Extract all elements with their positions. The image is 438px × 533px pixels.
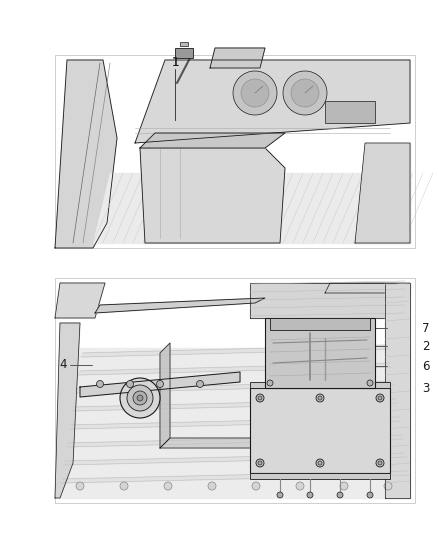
Circle shape xyxy=(283,71,327,115)
Circle shape xyxy=(252,482,260,490)
Bar xyxy=(250,382,390,388)
Text: 6: 6 xyxy=(422,359,430,373)
Polygon shape xyxy=(60,471,410,483)
Polygon shape xyxy=(160,438,300,448)
Bar xyxy=(55,55,415,248)
Circle shape xyxy=(156,381,163,387)
Circle shape xyxy=(318,396,322,400)
Text: 1: 1 xyxy=(171,56,179,69)
Circle shape xyxy=(277,492,283,498)
Polygon shape xyxy=(55,283,105,318)
Polygon shape xyxy=(355,143,410,243)
Circle shape xyxy=(267,380,273,386)
Polygon shape xyxy=(160,343,170,448)
Polygon shape xyxy=(69,417,401,429)
Bar xyxy=(265,318,375,388)
Circle shape xyxy=(316,394,324,402)
Circle shape xyxy=(258,396,262,400)
Circle shape xyxy=(127,381,134,387)
Circle shape xyxy=(241,79,269,107)
Text: 7: 7 xyxy=(422,321,430,335)
Circle shape xyxy=(256,459,264,467)
Bar xyxy=(55,278,415,503)
Circle shape xyxy=(76,482,84,490)
Polygon shape xyxy=(55,60,117,248)
Circle shape xyxy=(384,482,392,490)
Circle shape xyxy=(164,482,172,490)
Bar xyxy=(325,101,375,123)
Text: 4: 4 xyxy=(59,359,67,372)
Polygon shape xyxy=(250,283,405,318)
Text: 2: 2 xyxy=(422,340,430,352)
Circle shape xyxy=(120,378,160,418)
Circle shape xyxy=(133,391,147,405)
Polygon shape xyxy=(66,435,404,447)
Polygon shape xyxy=(72,399,398,411)
Circle shape xyxy=(127,385,153,411)
Polygon shape xyxy=(55,323,80,498)
Circle shape xyxy=(367,492,373,498)
Circle shape xyxy=(378,396,382,400)
Circle shape xyxy=(316,459,324,467)
Circle shape xyxy=(256,394,264,402)
Polygon shape xyxy=(95,298,265,313)
Bar xyxy=(175,48,193,58)
Polygon shape xyxy=(385,283,410,498)
Circle shape xyxy=(208,482,216,490)
Polygon shape xyxy=(80,372,240,397)
Polygon shape xyxy=(63,453,407,465)
Polygon shape xyxy=(135,60,410,143)
Bar xyxy=(250,473,390,479)
Circle shape xyxy=(340,482,348,490)
Circle shape xyxy=(376,459,384,467)
Circle shape xyxy=(96,381,103,387)
Circle shape xyxy=(337,492,343,498)
Polygon shape xyxy=(93,173,410,243)
Polygon shape xyxy=(210,48,265,68)
Bar xyxy=(250,388,390,473)
Polygon shape xyxy=(140,133,285,148)
Circle shape xyxy=(291,79,319,107)
Text: 1: 1 xyxy=(171,56,179,69)
Circle shape xyxy=(120,482,128,490)
Circle shape xyxy=(307,492,313,498)
Polygon shape xyxy=(140,148,285,243)
Circle shape xyxy=(296,482,304,490)
Circle shape xyxy=(233,71,277,115)
Circle shape xyxy=(137,395,143,401)
Circle shape xyxy=(376,394,384,402)
Bar xyxy=(270,318,370,330)
Circle shape xyxy=(258,461,262,465)
Circle shape xyxy=(318,461,322,465)
Polygon shape xyxy=(325,283,410,293)
Polygon shape xyxy=(81,345,389,357)
Polygon shape xyxy=(75,381,395,393)
Polygon shape xyxy=(60,348,410,498)
Circle shape xyxy=(197,381,204,387)
Circle shape xyxy=(378,461,382,465)
Bar xyxy=(180,42,188,46)
Polygon shape xyxy=(78,363,392,375)
Circle shape xyxy=(367,380,373,386)
Text: 3: 3 xyxy=(422,382,429,394)
